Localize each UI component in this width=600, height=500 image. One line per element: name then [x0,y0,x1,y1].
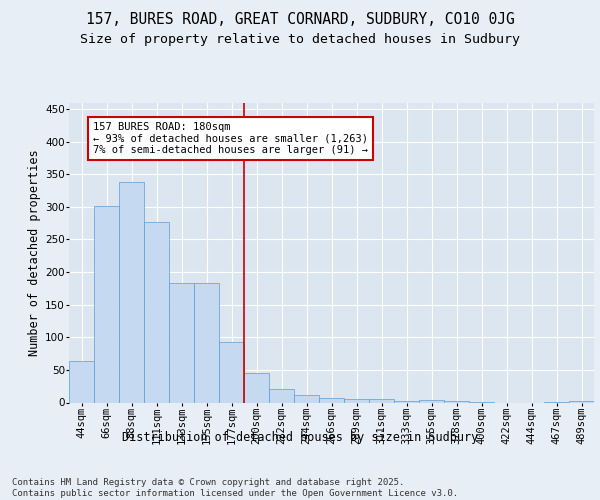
Text: Distribution of detached houses by size in Sudbury: Distribution of detached houses by size … [122,431,478,444]
Text: 157, BURES ROAD, GREAT CORNARD, SUDBURY, CO10 0JG: 157, BURES ROAD, GREAT CORNARD, SUDBURY,… [86,12,514,28]
Y-axis label: Number of detached properties: Number of detached properties [28,149,41,356]
Bar [244,372,269,402]
Bar [444,400,469,402]
Bar [169,282,194,403]
Bar [319,398,344,402]
Bar [344,399,369,402]
Bar [194,282,219,403]
Text: Contains HM Land Registry data © Crown copyright and database right 2025.
Contai: Contains HM Land Registry data © Crown c… [12,478,458,498]
Bar [219,342,244,402]
Text: 157 BURES ROAD: 180sqm
← 93% of detached houses are smaller (1,263)
7% of semi-d: 157 BURES ROAD: 180sqm ← 93% of detached… [93,122,368,156]
Bar [269,389,294,402]
Bar [94,206,119,402]
Text: Size of property relative to detached houses in Sudbury: Size of property relative to detached ho… [80,32,520,46]
Bar [119,182,144,402]
Bar [394,401,419,402]
Bar [144,222,169,402]
Bar [69,362,94,403]
Bar [294,396,319,402]
Bar [419,400,444,402]
Bar [569,401,594,402]
Bar [369,399,394,402]
